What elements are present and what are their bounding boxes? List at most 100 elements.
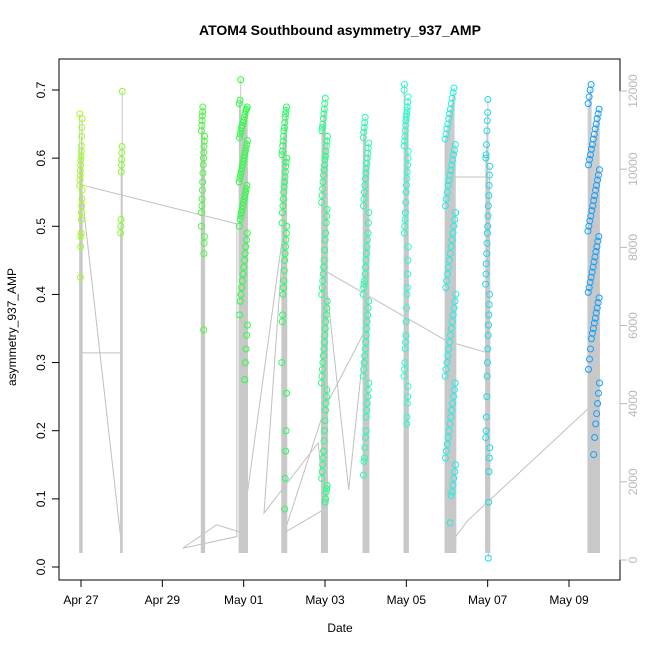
data-point: [483, 229, 491, 237]
data-point: [236, 134, 244, 142]
data-point: [243, 229, 251, 237]
data-point: [400, 229, 408, 237]
data-point: [239, 270, 247, 278]
data-point: [486, 162, 494, 170]
data-point: [279, 290, 287, 298]
data-point: [446, 420, 454, 428]
data-point: [585, 365, 593, 373]
data-point: [441, 202, 449, 210]
data-point: [402, 198, 410, 206]
data-point: [445, 427, 453, 435]
data-point: [243, 321, 251, 329]
data-point: [359, 471, 367, 479]
data-point: [404, 154, 412, 162]
data-point: [451, 215, 459, 223]
data-point: [323, 485, 331, 493]
data-point: [403, 161, 411, 169]
data-point: [401, 209, 409, 217]
data-point: [117, 215, 125, 223]
data-point: [282, 106, 290, 114]
data-point: [241, 376, 249, 384]
x-tick-label: Apr 29: [145, 593, 181, 607]
data-point: [242, 345, 250, 353]
right-axis-line-series: [80, 176, 595, 550]
data-point: [242, 236, 250, 244]
data-point: [281, 243, 289, 251]
data-point: [282, 427, 290, 435]
data-point: [240, 198, 248, 206]
data-point: [402, 121, 410, 129]
data-point: [595, 294, 603, 302]
data-point: [401, 365, 409, 373]
data-point: [200, 239, 208, 247]
data-point: [319, 454, 327, 462]
data-point: [591, 434, 599, 442]
data-point: [319, 359, 327, 367]
data-point: [200, 154, 208, 162]
data-point: [280, 267, 288, 275]
data-point: [450, 146, 458, 154]
data-point: [323, 297, 331, 305]
data-point: [237, 290, 245, 298]
data-point: [321, 236, 329, 244]
data-point: [319, 185, 327, 193]
data-point: [594, 399, 602, 407]
data-point: [482, 427, 490, 435]
data-point: [404, 243, 412, 251]
data-point: [320, 338, 328, 346]
data-point: [323, 132, 331, 140]
data-point: [443, 188, 451, 196]
data-point: [444, 181, 452, 189]
data-point: [77, 142, 85, 150]
data-point: [360, 284, 368, 292]
data-point: [594, 171, 602, 179]
data-point: [364, 386, 372, 394]
data-point: [594, 110, 602, 118]
data-point: [450, 386, 458, 394]
data-point: [588, 141, 596, 149]
data-point: [282, 162, 290, 170]
data-point: [402, 117, 410, 125]
data-point: [197, 127, 205, 135]
data-point: [118, 156, 126, 164]
data-point: [199, 103, 207, 111]
data-point: [443, 359, 451, 367]
data-point: [483, 127, 491, 135]
data-point: [360, 123, 368, 131]
data-point: [585, 93, 593, 101]
data-point: [448, 406, 456, 414]
data-point: [401, 222, 409, 230]
data-point: [362, 256, 370, 264]
data-point: [322, 495, 330, 503]
data-point: [198, 195, 206, 203]
data-point: [450, 304, 458, 312]
data-point: [403, 284, 411, 292]
data-point: [451, 297, 459, 305]
data-point: [199, 169, 207, 177]
data-point: [77, 161, 85, 169]
data-point: [242, 106, 250, 114]
data-point: [360, 280, 368, 288]
data-point: [201, 132, 209, 140]
data-point: [242, 243, 250, 251]
data-point: [281, 178, 289, 186]
data-point: [321, 325, 329, 332]
data-point: [482, 434, 490, 442]
data-point: [321, 331, 329, 339]
data-point: [445, 345, 453, 353]
data-point: [595, 389, 603, 397]
data-point: [595, 105, 603, 113]
data-point: [360, 365, 368, 373]
data-point: [76, 166, 84, 174]
chart-title: ATOM4 Southbound asymmetry_937_AMP: [199, 22, 481, 38]
data-point: [318, 123, 326, 131]
data-point: [319, 178, 327, 186]
data-point: [586, 355, 594, 363]
data-point: [362, 169, 370, 177]
data-point: [77, 215, 85, 223]
data-point: [320, 105, 328, 113]
data-point: [441, 454, 449, 462]
data-point: [239, 119, 247, 127]
data-point: [585, 222, 593, 230]
data-point: [240, 263, 248, 271]
